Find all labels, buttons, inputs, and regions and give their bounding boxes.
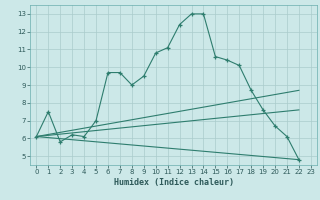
X-axis label: Humidex (Indice chaleur): Humidex (Indice chaleur)	[114, 178, 234, 187]
